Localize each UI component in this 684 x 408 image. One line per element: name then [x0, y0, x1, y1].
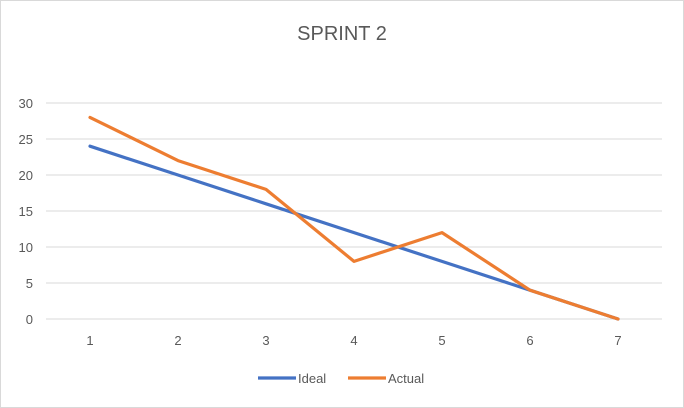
chart-title: SPRINT 2	[297, 23, 387, 45]
x-tick-label: 3	[262, 333, 269, 348]
y-tick-label: 10	[19, 240, 33, 255]
x-tick-label: 1	[86, 333, 93, 348]
x-tick-label: 6	[526, 333, 533, 348]
x-tick-label: 5	[438, 333, 445, 348]
y-tick-label: 20	[19, 168, 33, 183]
y-tick-label: 15	[19, 204, 33, 219]
y-tick-label: 25	[19, 132, 33, 147]
y-axis-tick-labels: 0 5 10 15 20 25 30	[19, 96, 33, 327]
y-tick-label: 0	[26, 312, 33, 327]
series-line-actual	[88, 115, 620, 321]
x-tick-label: 2	[174, 333, 181, 348]
legend: Ideal Actual	[258, 371, 424, 386]
x-tick-label: 4	[350, 333, 357, 348]
gridlines	[46, 102, 662, 320]
y-tick-label: 30	[19, 96, 33, 111]
x-axis-tick-labels: 1 2 3 4 5 6 7	[86, 333, 621, 348]
legend-label-ideal: Ideal	[298, 371, 326, 386]
legend-label-actual: Actual	[388, 371, 424, 386]
x-tick-label: 7	[614, 333, 621, 348]
series-lines	[88, 115, 620, 321]
y-tick-label: 5	[26, 276, 33, 291]
